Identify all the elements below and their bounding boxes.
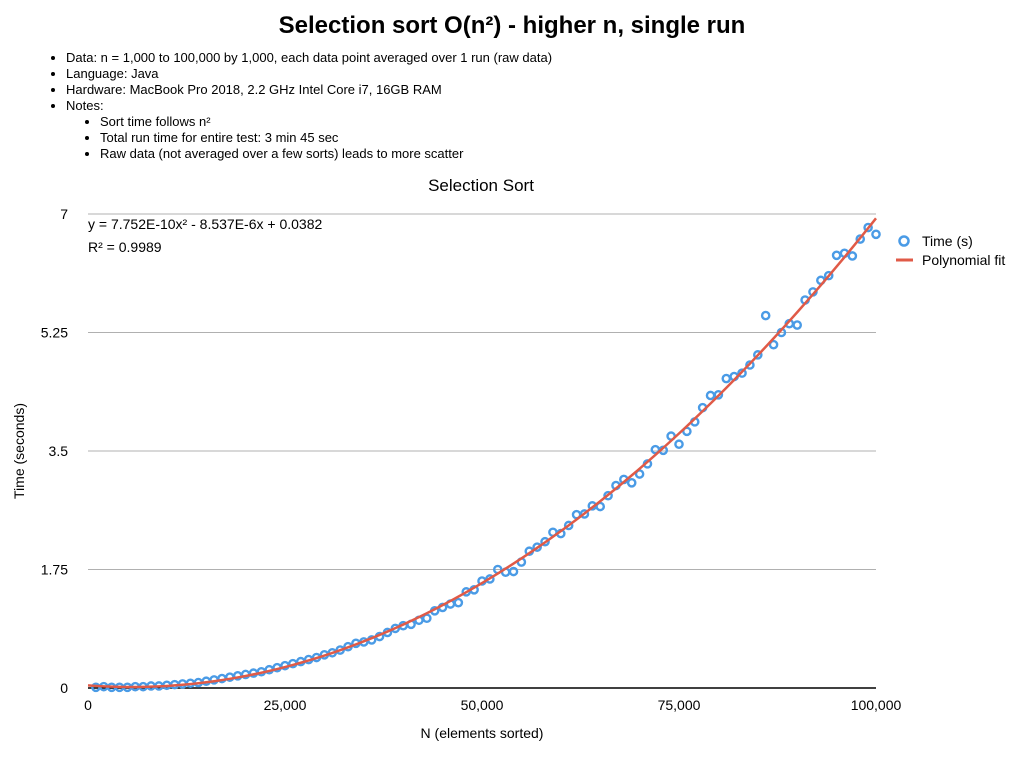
data-point <box>721 373 732 384</box>
data-point <box>847 251 858 261</box>
data-point <box>768 339 779 350</box>
data-point <box>753 350 763 360</box>
data-point <box>540 536 550 547</box>
fit-line <box>87 217 877 689</box>
data-point <box>855 234 866 244</box>
data-point <box>532 542 542 552</box>
x-tick-label: 50,000 <box>461 697 504 713</box>
data-point <box>792 320 803 330</box>
note-sub-item: Raw data (not averaged over a few sorts)… <box>100 146 552 162</box>
data-point <box>713 389 724 400</box>
x-tick-labels: 0 25,000 50,000 75,000 100,000 <box>84 697 901 713</box>
legend-marker-time <box>898 235 910 247</box>
data-point <box>485 574 495 584</box>
note-sub-item: Sort time follows n² <box>100 114 552 130</box>
x-tick-label: 25,000 <box>264 697 307 713</box>
note-notes: Notes: Sort time follows n² Total run ti… <box>66 98 552 162</box>
note-data: Data: n = 1,000 to 100,000 by 1,000, eac… <box>66 50 552 66</box>
note-language: Language: Java <box>66 66 552 82</box>
fit-layer <box>87 217 877 689</box>
fit-equation: y = 7.752E-10x² - 8.537E-6x + 0.0382 <box>88 216 322 232</box>
data-point <box>863 222 873 233</box>
y-tick-labels: 0 1.75 3.5 5.25 7 <box>41 206 68 696</box>
y-axis-label: Time (seconds) <box>11 403 27 499</box>
legend: Time (s) Polynomial fit <box>896 233 1005 268</box>
y-tick-label: 7 <box>60 206 68 222</box>
notes-label: Notes: <box>66 98 104 113</box>
y-tick-label: 3.5 <box>49 443 69 459</box>
data-point <box>422 613 432 624</box>
legend-label-time: Time (s) <box>922 233 973 249</box>
data-point <box>626 478 637 488</box>
x-axis-label: N (elements sorted) <box>421 725 544 741</box>
data-point <box>871 229 881 240</box>
data-point <box>563 520 574 531</box>
data-point <box>674 439 684 450</box>
y-tick-label: 1.75 <box>41 562 68 578</box>
data-point <box>603 490 613 501</box>
x-tick-label: 75,000 <box>658 697 701 713</box>
data-point <box>579 509 590 519</box>
r-squared-label: R² = 0.9989 <box>88 239 162 255</box>
y-tick-label: 5.25 <box>41 325 68 341</box>
data-point <box>823 270 834 281</box>
note-sub-item: Total run time for entire test: 3 min 45… <box>100 130 552 146</box>
y-tick-label: 0 <box>60 680 68 696</box>
note-hardware: Hardware: MacBook Pro 2018, 2.2 GHz Inte… <box>66 82 552 98</box>
data-point <box>705 390 716 401</box>
data-point <box>737 368 747 378</box>
chart-title: Selection Sort <box>428 176 534 195</box>
data-point <box>760 310 771 321</box>
grid-layer <box>88 213 876 570</box>
x-tick-label: 100,000 <box>851 697 902 713</box>
notes-list: Data: n = 1,000 to 100,000 by 1,000, eac… <box>36 50 552 162</box>
data-point <box>831 250 842 261</box>
data-point <box>508 566 519 577</box>
page-title: Selection sort O(n²) - higher n, single … <box>278 12 746 39</box>
data-point <box>745 360 755 370</box>
data-point <box>595 501 606 512</box>
data-point <box>634 469 645 479</box>
data-points <box>91 222 881 693</box>
legend-label-fit: Polynomial fit <box>922 252 1005 268</box>
notes-sublist: Sort time follows n² Total run time for … <box>66 114 552 162</box>
x-tick-label: 0 <box>84 697 92 713</box>
data-point <box>453 597 464 608</box>
